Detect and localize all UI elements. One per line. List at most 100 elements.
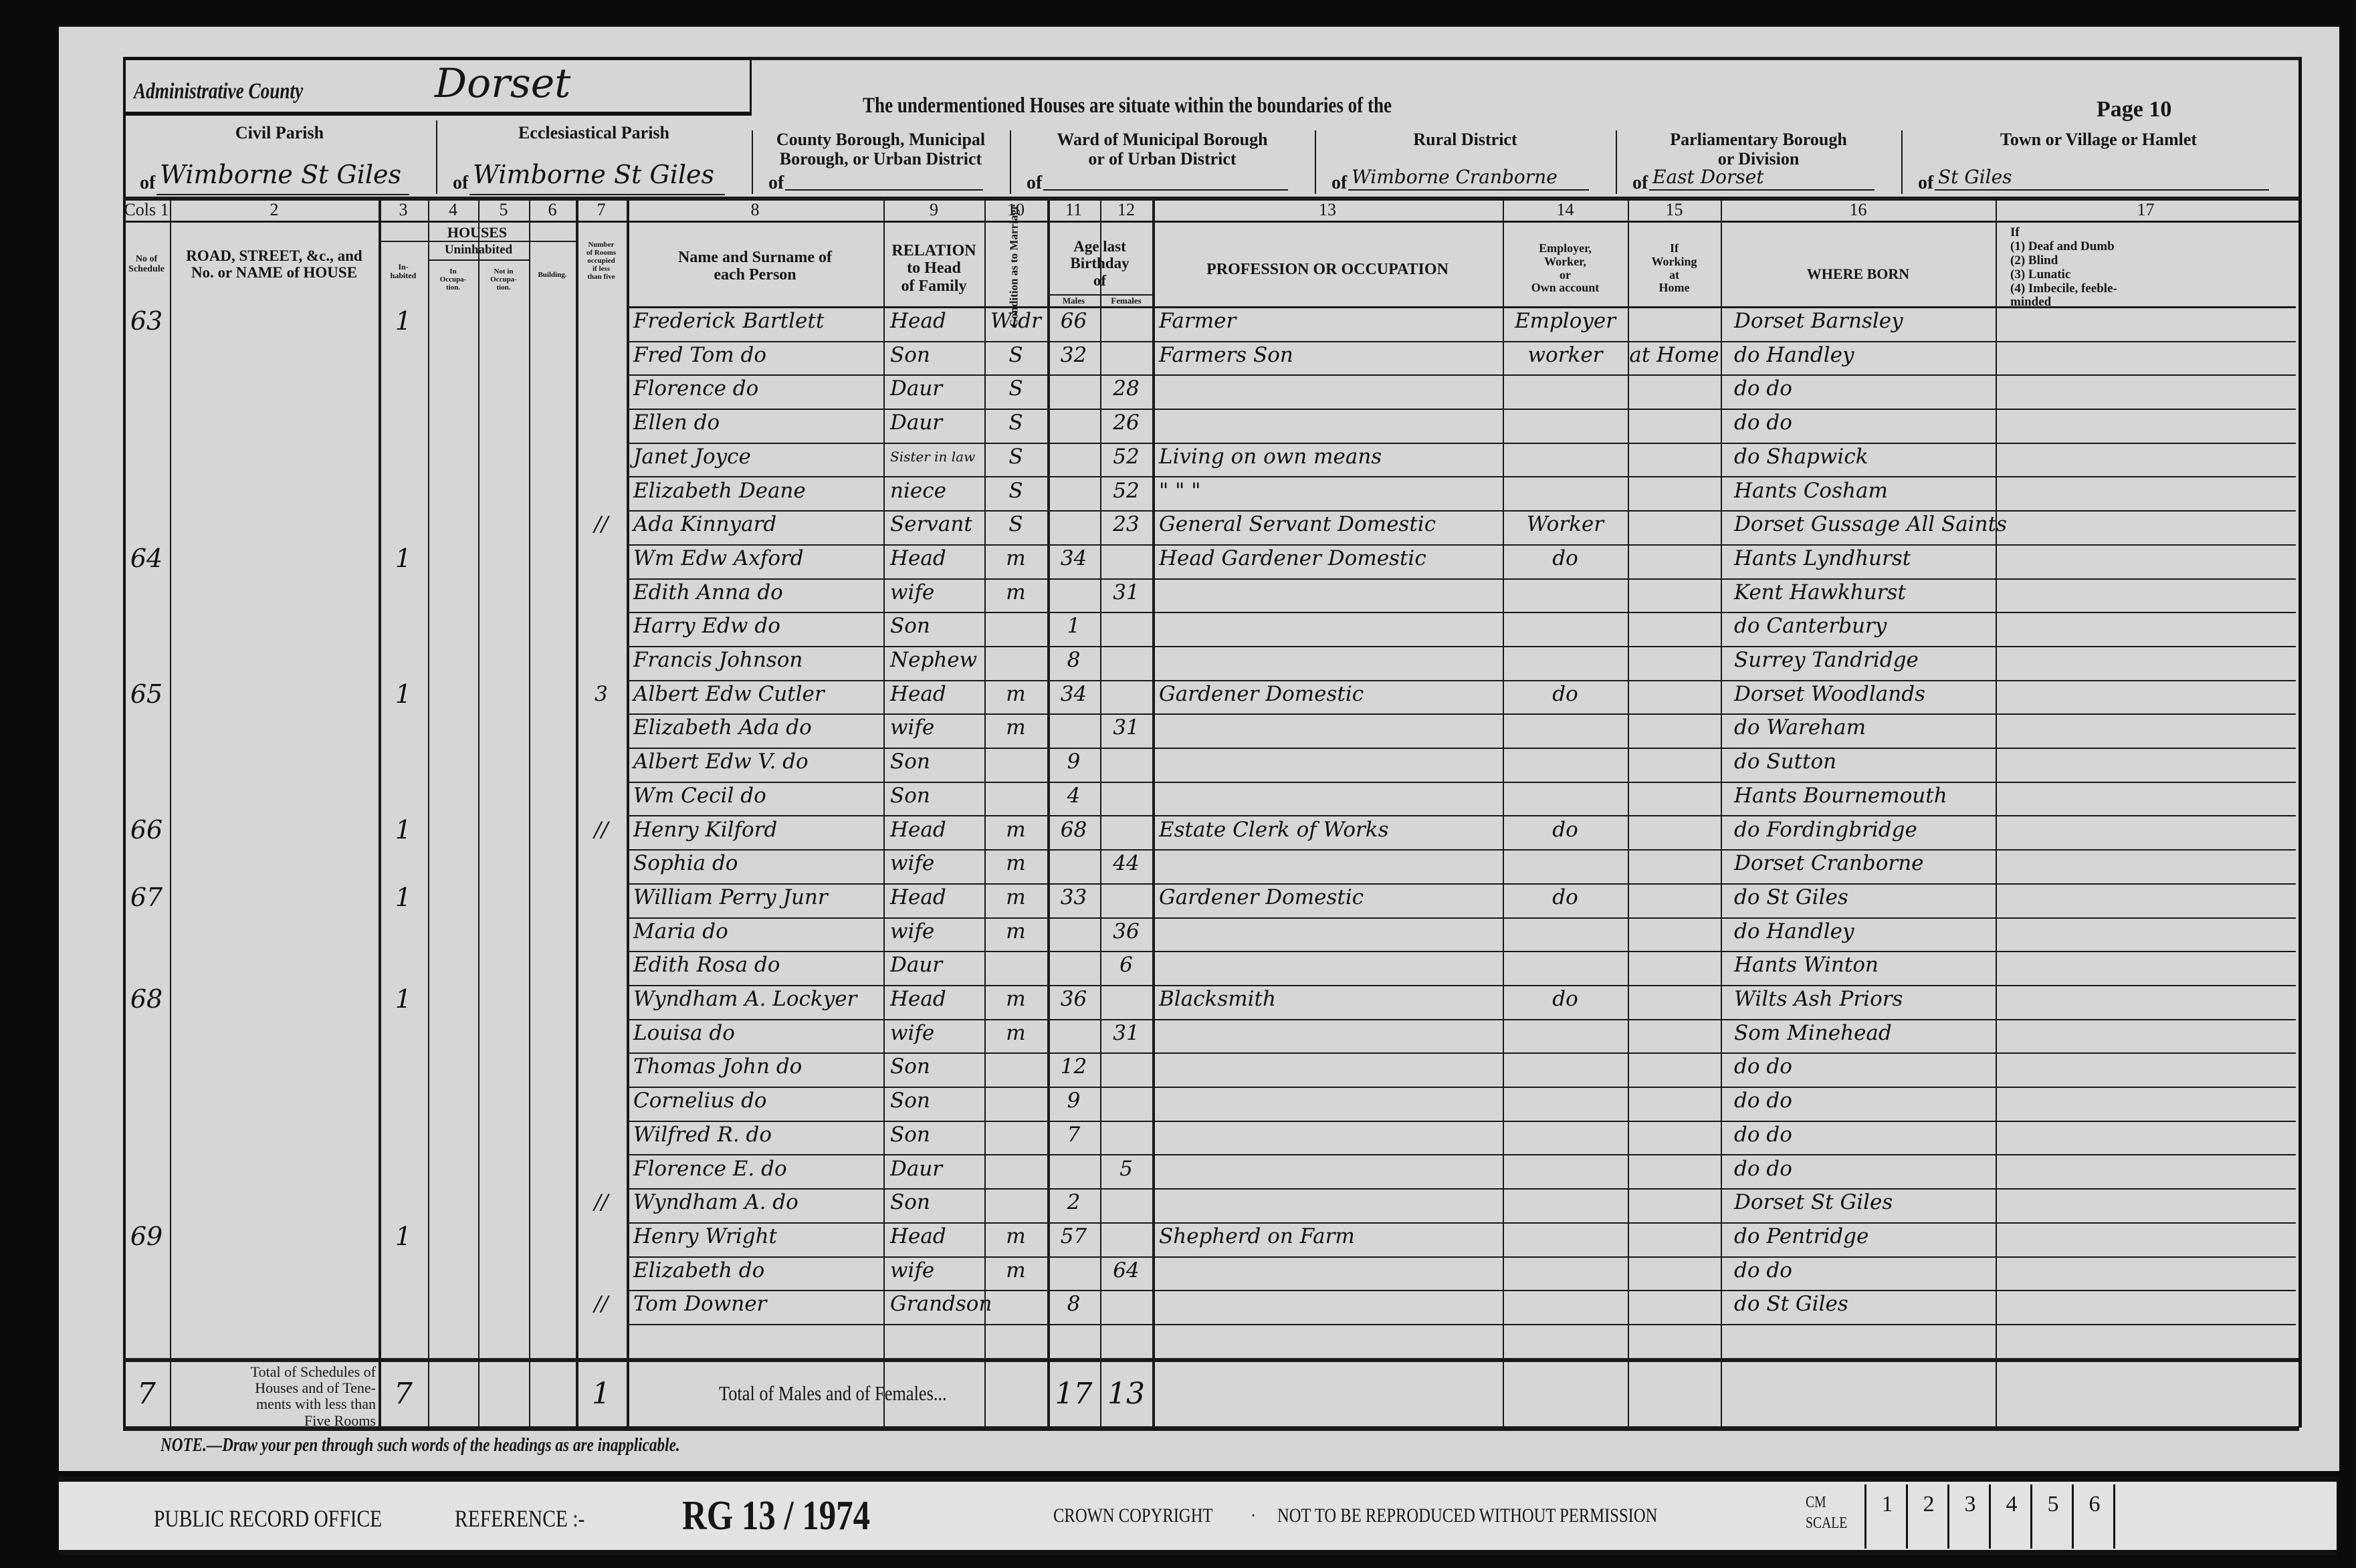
civil-parish-value: Wimborne St Giles <box>160 160 402 189</box>
civil-parish-of-label: of <box>140 173 156 193</box>
column-number: 7 <box>597 200 606 219</box>
town-village-hamlet-of-label: of <box>1918 173 1934 193</box>
column-number: 14 <box>1556 200 1574 219</box>
schedule-header: No of Schedule <box>128 254 165 275</box>
row-line <box>627 748 2296 750</box>
birthplace: do do <box>1734 1258 1792 1282</box>
column-number: 5 <box>499 200 508 219</box>
inhabited-count: 1 <box>395 543 412 573</box>
occupation: Estate Clerk of Works <box>1159 817 1389 842</box>
rooms-mark: // <box>594 817 609 842</box>
column-divider <box>1628 201 1629 1428</box>
birthplace: do Shapwick <box>1734 444 1868 469</box>
schedule-number: 65 <box>130 679 163 709</box>
rural-district-underline <box>1348 189 1589 191</box>
person-name: Frederick Bartlett <box>633 309 825 333</box>
parliamentary-division-label: Parliamentary Borough or Division <box>1670 130 1847 169</box>
relation: Head <box>890 681 946 706</box>
relation: Nephew <box>890 648 978 672</box>
female-age: 26 <box>1113 411 1140 435</box>
birthplace: Dorset Gussage All Saints <box>1734 512 2008 537</box>
row-line <box>627 1256 2296 1258</box>
marital-condition: m <box>1006 851 1026 876</box>
row-line <box>627 645 2296 647</box>
ward-divider <box>1010 130 1011 194</box>
male-age: 68 <box>1060 817 1087 842</box>
relation: Head <box>890 987 946 1011</box>
town-village-hamlet-value: St Giles <box>1938 166 2012 188</box>
marital-condition: Widr <box>990 309 1041 333</box>
birthplace: Dorset Woodlands <box>1734 681 1925 706</box>
occupation: Living on own means <box>1159 444 1382 469</box>
parliamentary-division-divider <box>1616 130 1617 194</box>
relation: Head <box>890 1224 946 1248</box>
relation: wife <box>890 580 935 604</box>
column-number-line <box>123 221 2299 223</box>
row-line <box>627 1290 2296 1292</box>
row-line <box>627 1222 2296 1224</box>
male-age: 2 <box>1067 1190 1081 1215</box>
males-header: Males <box>1062 296 1085 306</box>
column-divider <box>1100 201 1101 1428</box>
not-in-occupation-header: Not in Occupa- tion. <box>490 267 517 292</box>
total-rooms: 1 <box>592 1377 611 1411</box>
totals-schedules-label: Total of Schedules of Houses and of Tene… <box>250 1363 376 1429</box>
row-line <box>627 578 2296 580</box>
person-name: Albert Edw Cutler <box>633 681 825 706</box>
birthplace: do Fordingbridge <box>1734 817 1917 842</box>
relation: Daur <box>890 376 943 401</box>
footer-reference-label: REFERENCE :- <box>455 1505 585 1532</box>
marital-condition: S <box>1008 444 1023 469</box>
relation: Son <box>890 614 930 639</box>
female-age: 44 <box>1113 851 1140 876</box>
rooms-mark: // <box>594 1190 609 1215</box>
cm-scale-mark: 1 <box>1864 1484 1908 1549</box>
total-schedules: 7 <box>137 1377 156 1411</box>
person-name: Wilfred R. do <box>633 1122 772 1147</box>
row-line <box>627 1323 2296 1325</box>
row-line <box>627 1052 2296 1054</box>
relation: Son <box>890 1122 930 1147</box>
column-number: 11 <box>1065 200 1083 219</box>
column-number: 17 <box>2137 200 2155 219</box>
birthplace: do Canterbury <box>1734 614 1887 639</box>
row-line <box>627 781 2296 783</box>
row-line <box>627 951 2296 953</box>
marital-condition: m <box>1006 1258 1026 1282</box>
birthplace: Hants Cosham <box>1734 478 1888 503</box>
civil-parish-label: Civil Parish <box>235 123 324 142</box>
schedule-number: 63 <box>130 306 163 336</box>
birthplace: Surrey Tandridge <box>1734 648 1919 672</box>
column-divider <box>627 201 629 1428</box>
marital-condition: m <box>1006 987 1026 1011</box>
relation: wife <box>890 919 935 943</box>
archive-footer <box>59 1476 2337 1555</box>
person-name: Ada Kinnyard <box>633 512 777 537</box>
row-line <box>627 849 2296 851</box>
person-name: Albert Edw V. do <box>633 750 809 774</box>
in-occupation-header: In Occupa- tion. <box>439 267 467 292</box>
birthplace: do Sutton <box>1734 750 1837 774</box>
employer-header: Employer, Worker, or Own account <box>1531 241 1600 295</box>
rooms-header: Number of Rooms occupied if less than fi… <box>586 241 617 282</box>
person-name: Tom Downer <box>633 1292 767 1317</box>
row-line <box>627 1018 2296 1020</box>
relation: wife <box>890 1258 935 1282</box>
female-age: 5 <box>1119 1156 1133 1181</box>
occupation: " " " <box>1159 478 1201 503</box>
rural-district-value: Wimborne Cranborne <box>1352 166 1558 188</box>
birthplace: Dorset Cranborne <box>1734 851 1924 876</box>
male-age: 32 <box>1060 342 1087 367</box>
marital-condition: m <box>1006 580 1026 604</box>
where-born-header: WHERE BORN <box>1806 265 1910 282</box>
row-line <box>627 984 2296 986</box>
relation: Daur <box>890 953 943 978</box>
person-name: Henry Wright <box>633 1224 778 1248</box>
boundaries-text: The undermentioned Houses are situate wi… <box>863 94 1392 118</box>
person-name: Louisa do <box>633 1020 735 1045</box>
relation: Son <box>890 1089 930 1113</box>
person-name: Florence do <box>633 376 759 401</box>
marital-condition: m <box>1006 546 1026 570</box>
row-line <box>627 340 2296 342</box>
person-name: William Perry Junr <box>633 885 828 909</box>
